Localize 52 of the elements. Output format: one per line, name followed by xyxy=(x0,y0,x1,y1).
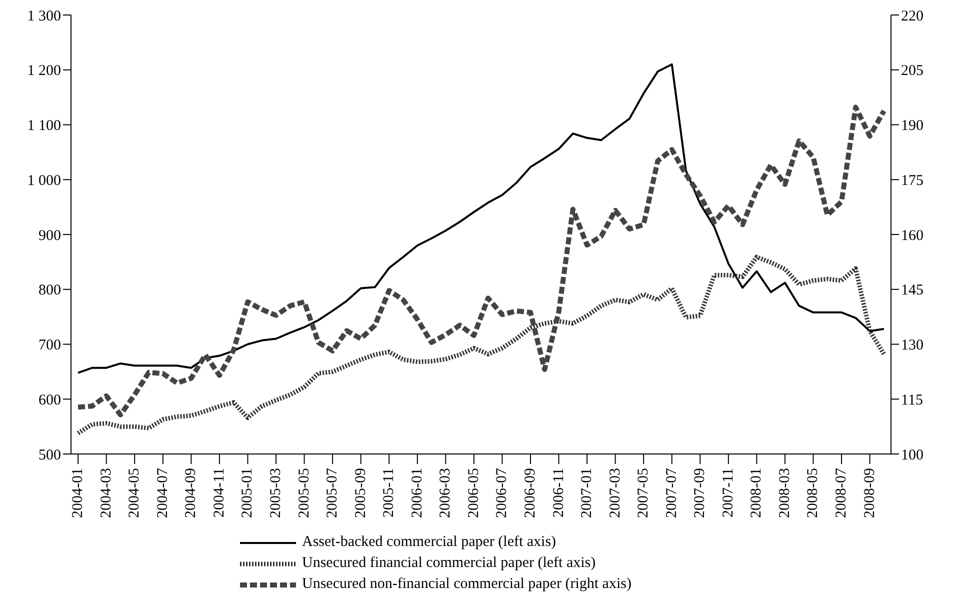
y2-tick-label: 160 xyxy=(901,228,924,244)
x-tick-label: 2005-01 xyxy=(240,468,256,518)
x-tick-label: 2004-07 xyxy=(154,468,171,518)
x-tick-label: 2006-11 xyxy=(550,468,567,518)
x-tick-label: 2004-01 xyxy=(70,468,86,518)
x-tick-label: 2008-09 xyxy=(862,468,878,518)
legend-label: Asset-backed commercial paper (left axis) xyxy=(302,534,556,551)
y2-tick-label: 145 xyxy=(901,282,924,299)
y-tick-label: 900 xyxy=(38,228,61,244)
line-series xyxy=(77,63,885,374)
x-tick-label: 2007-03 xyxy=(607,468,624,518)
x-tick-label: 2004-09 xyxy=(183,468,200,518)
y2-tick-label: 100 xyxy=(901,447,924,464)
x-tick-label: 2008-01 xyxy=(748,468,765,518)
x-tick-label: 2005-05 xyxy=(296,468,312,518)
legend-label: Unsecured non-financial commercial paper (right axis) xyxy=(302,576,632,593)
y2-tick-label: 205 xyxy=(901,63,924,80)
x-tick-label: 2005-09 xyxy=(352,468,369,518)
x-tick-label: 2006-09 xyxy=(522,468,538,518)
y-tick-label: 1 300 xyxy=(27,8,61,24)
y-tick-label: 1 000 xyxy=(27,172,61,189)
x-tick-label: 2007-05 xyxy=(636,468,652,518)
y2-tick-label: 190 xyxy=(901,118,924,134)
x-tick-label: 2008-05 xyxy=(805,468,822,518)
x-tick-label: 2005-11 xyxy=(381,468,398,518)
x-tick-label: 2008-03 xyxy=(776,468,793,518)
y2-tick-label: 175 xyxy=(901,172,924,189)
x-tick-label: 2007-07 xyxy=(664,468,680,518)
x-tick-label: 2005-07 xyxy=(324,468,341,518)
line-series xyxy=(76,254,886,436)
y2-tick-label: 220 xyxy=(901,8,924,24)
x-tick-label: 2004-03 xyxy=(98,468,114,518)
y2-tick-label: 115 xyxy=(901,392,923,408)
x-tick-label: 2008-07 xyxy=(834,468,850,518)
x-tick-label: 2006-05 xyxy=(466,468,482,518)
legend-label: Unsecured financial commercial paper (left axis) xyxy=(302,555,596,572)
y-tick-label: 500 xyxy=(38,447,61,464)
y-tick-label: 1 100 xyxy=(27,118,61,134)
x-tick-label: 2007-09 xyxy=(692,468,708,518)
y2-tick-label: 130 xyxy=(901,338,924,354)
x-tick-label: 2004-05 xyxy=(126,468,143,518)
x-tick-label: 2006-03 xyxy=(438,468,454,518)
x-tick-label: 2007-01 xyxy=(579,468,596,518)
x-tick-label: 2006-07 xyxy=(494,468,510,518)
y-tick-label: 700 xyxy=(38,338,61,354)
x-tick-label: 2005-03 xyxy=(268,468,284,518)
y-tick-label: 800 xyxy=(38,282,61,299)
x-tick-label: 2006-01 xyxy=(409,468,426,518)
x-tick-label: 2007-11 xyxy=(720,468,736,518)
y-tick-label: 600 xyxy=(38,392,61,408)
x-tick-label: 2004-11 xyxy=(211,468,228,518)
y-tick-label: 1 200 xyxy=(27,63,61,80)
